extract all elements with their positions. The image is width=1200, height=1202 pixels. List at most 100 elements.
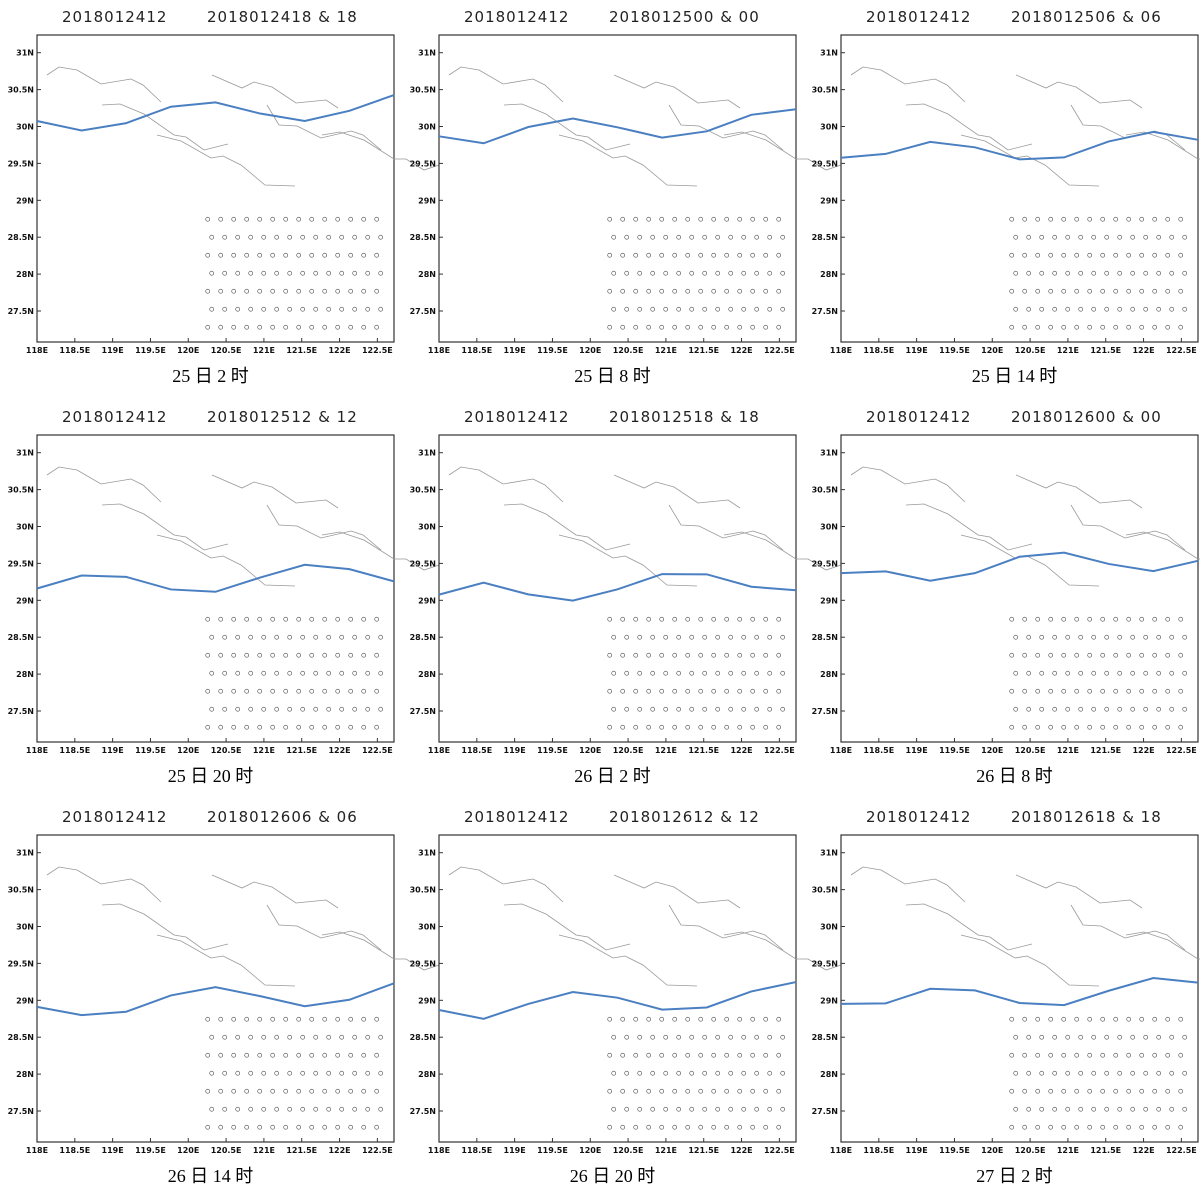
y-tick-label: 28.5N <box>8 1033 34 1042</box>
y-tick-label: 31N <box>16 49 34 58</box>
x-tick-label: 118E <box>26 1146 48 1155</box>
x-tick-label: 120.5E <box>1015 346 1046 355</box>
station-marker <box>1048 1124 1054 1130</box>
station-marker <box>235 234 241 240</box>
station-marker <box>244 1016 250 1022</box>
station-marker <box>741 1070 747 1076</box>
station-marker <box>1113 616 1119 622</box>
station-marker <box>339 1034 345 1040</box>
station-marker <box>1091 1034 1097 1040</box>
x-tick-label: 120E <box>579 1146 601 1155</box>
station-marker <box>1048 252 1054 258</box>
station-marker <box>1022 216 1028 222</box>
station-marker <box>1130 234 1136 240</box>
station-marker <box>1074 1016 1080 1022</box>
station-marker <box>1087 1124 1093 1130</box>
station-marker <box>296 1088 302 1094</box>
station-marker <box>244 324 250 330</box>
station-marker <box>322 688 328 694</box>
panel-run-time: 2018012412 <box>866 8 971 26</box>
station-marker <box>339 306 345 312</box>
station-marker <box>685 1088 691 1094</box>
station-marker <box>296 724 302 730</box>
station-marker <box>1104 234 1110 240</box>
station-marker <box>607 1016 613 1022</box>
station-marker <box>218 1124 224 1130</box>
boundary-line <box>266 504 382 551</box>
station-marker <box>1178 652 1184 658</box>
station-marker <box>607 652 613 658</box>
x-tick-label: 122E <box>328 1146 350 1155</box>
x-tick-label: 122E <box>1132 746 1154 755</box>
x-tick-label: 119.5E <box>135 1146 166 1155</box>
station-marker <box>767 234 773 240</box>
x-tick-label: 120.5E <box>211 1146 242 1155</box>
y-tick-label: 28N <box>16 670 34 679</box>
station-marker <box>1156 634 1162 640</box>
x-tick-label: 118.5E <box>863 746 894 755</box>
station-marker <box>231 1124 237 1130</box>
map-panel: 2018012412 2018012500 & 00 118E 118.5E 119E 1… <box>410 8 851 386</box>
station-marker <box>1104 706 1110 712</box>
station-marker <box>374 652 380 658</box>
station-marker <box>218 1088 224 1094</box>
station-marker <box>646 1016 652 1022</box>
station-marker <box>646 724 652 730</box>
station-marker <box>741 670 747 676</box>
boundary-line <box>668 104 784 151</box>
station-marker <box>300 234 306 240</box>
station-marker <box>1078 1034 1084 1040</box>
station-marker <box>620 616 626 622</box>
station-marker <box>607 216 613 222</box>
station-marker <box>309 216 315 222</box>
station-marker <box>205 252 211 258</box>
station-marker <box>1009 216 1015 222</box>
station-marker <box>361 616 367 622</box>
station-marker <box>702 1070 708 1076</box>
station-marker <box>650 306 656 312</box>
boundary-line <box>723 531 851 571</box>
station-marker <box>231 1016 237 1022</box>
station-marker <box>1026 1106 1032 1112</box>
station-marker <box>378 706 384 712</box>
front-line <box>438 108 797 145</box>
station-marker <box>218 216 224 222</box>
station-marker <box>676 234 682 240</box>
station-marker <box>352 234 358 240</box>
station-marker <box>335 252 341 258</box>
panel-valid-time: 2018012600 & 00 <box>1011 408 1162 426</box>
station-marker <box>287 670 293 676</box>
station-marker <box>607 1124 613 1130</box>
x-tick-label: 122.5E <box>362 746 393 755</box>
station-marker <box>339 706 345 712</box>
station-marker <box>352 706 358 712</box>
station-marker <box>637 670 643 676</box>
station-marker <box>348 1124 354 1130</box>
station-marker <box>296 216 302 222</box>
station-marker <box>672 1016 678 1022</box>
station-marker <box>1169 1070 1175 1076</box>
map-frame <box>840 34 1199 343</box>
station-marker <box>633 1052 639 1058</box>
panel-caption: 25 日 14 时 <box>972 366 1058 386</box>
station-marker <box>650 234 656 240</box>
station-marker <box>335 1124 341 1130</box>
station-marker <box>1165 1052 1171 1058</box>
station-marker <box>1104 1106 1110 1112</box>
station-marker <box>1039 270 1045 276</box>
station-marker <box>1091 670 1097 676</box>
station-marker <box>322 324 328 330</box>
station-marker <box>257 1016 263 1022</box>
y-tick-label: 29.5N <box>8 959 34 968</box>
station-marker <box>257 652 263 658</box>
station-marker <box>361 1124 367 1130</box>
station-marker <box>222 234 228 240</box>
station-marker <box>1113 1124 1119 1130</box>
station-marker <box>1104 670 1110 676</box>
station-marker <box>763 1016 769 1022</box>
station-marker <box>361 688 367 694</box>
station-marker <box>235 306 241 312</box>
x-tick-label: 118E <box>26 746 48 755</box>
boundary-line <box>156 934 296 987</box>
station-marker <box>776 652 782 658</box>
